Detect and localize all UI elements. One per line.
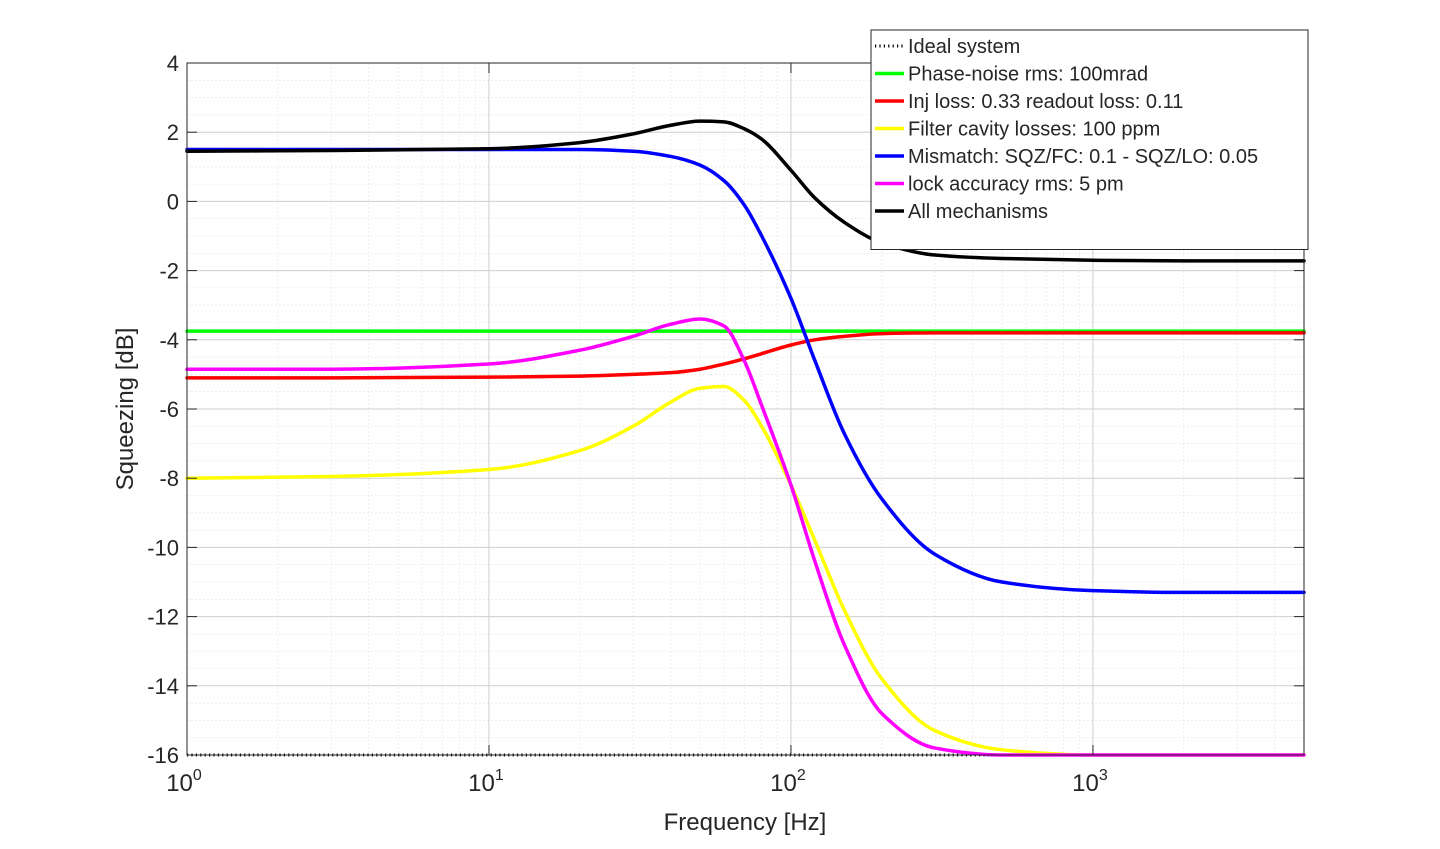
x-tick-label: 100 bbox=[166, 767, 202, 797]
y-tick-label: -10 bbox=[147, 535, 179, 560]
x-axis-label: Frequency [Hz] bbox=[664, 809, 827, 836]
legend-label: Filter cavity losses: 100 ppm bbox=[908, 119, 1160, 141]
legend-label: Mismatch: SQZ/FC: 0.1 - SQZ/LO: 0.05 bbox=[908, 146, 1258, 168]
legend-label: Ideal system bbox=[908, 36, 1020, 58]
series-line-3 bbox=[185, 331, 1306, 380]
legend-label: Inj loss: 0.33 readout loss: 0.11 bbox=[908, 91, 1183, 113]
y-tick-label: 0 bbox=[167, 189, 179, 214]
series-line-7 bbox=[185, 119, 1306, 263]
y-tick-label: -8 bbox=[159, 466, 179, 491]
y-tick-label: 4 bbox=[167, 51, 179, 76]
x-tick-label: 103 bbox=[1072, 767, 1108, 797]
legend-label: All mechanisms bbox=[908, 201, 1048, 223]
series-line-5 bbox=[185, 147, 1306, 595]
y-axis-label: Squeezing [dB] bbox=[112, 328, 139, 491]
legend-label: lock accuracy rms: 5 pm bbox=[908, 174, 1124, 196]
y-tick-label: -16 bbox=[147, 743, 179, 768]
y-tick-label: -14 bbox=[147, 674, 179, 699]
legend-label: Phase-noise rms: 100mrad bbox=[908, 64, 1148, 86]
y-tick-label: -12 bbox=[147, 605, 179, 630]
x-tick-label: 102 bbox=[770, 767, 806, 797]
y-tick-label: -2 bbox=[159, 259, 179, 284]
legend-box bbox=[870, 29, 1309, 250]
y-tick-label: -6 bbox=[159, 397, 179, 422]
y-tick-label: -4 bbox=[159, 328, 179, 353]
legend: Ideal system Phase-noise rms: 100mrad Inj … bbox=[870, 29, 1309, 250]
series-line-4 bbox=[185, 384, 1306, 757]
y-tick-label: 2 bbox=[167, 120, 179, 145]
x-tick-label: 101 bbox=[468, 767, 504, 797]
